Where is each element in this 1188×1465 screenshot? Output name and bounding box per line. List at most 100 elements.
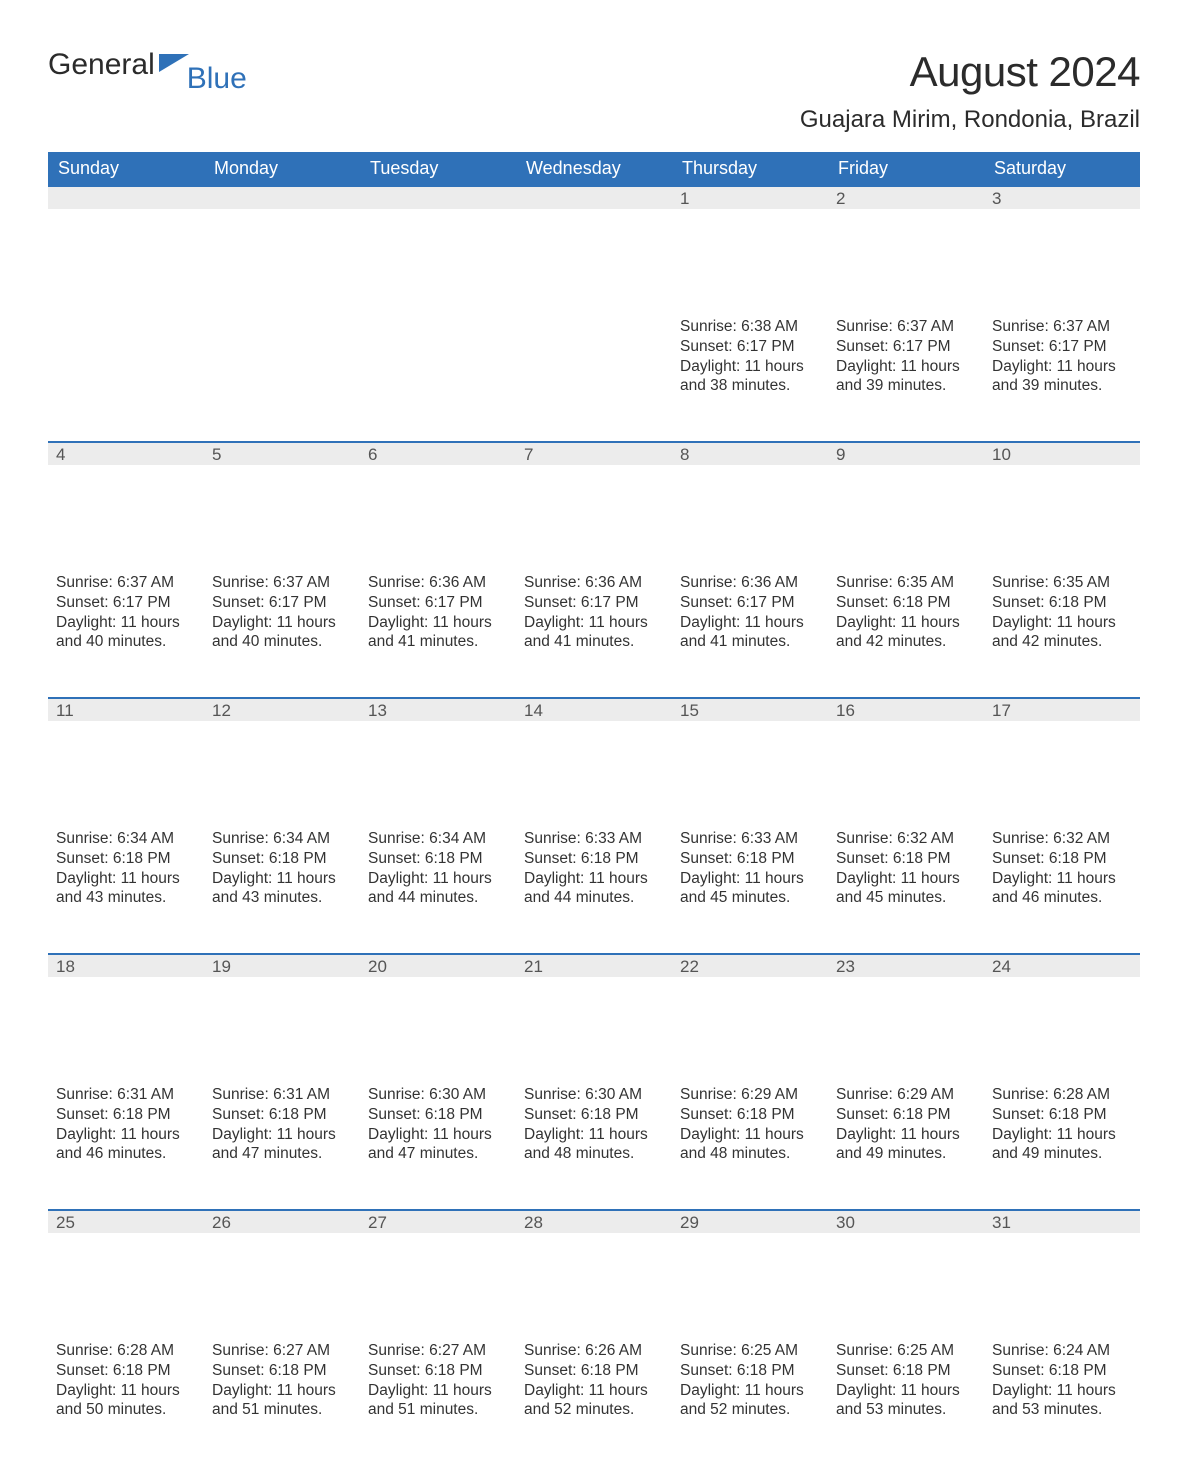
sunset-text: Sunset: 6:18 PM (836, 1361, 976, 1381)
day-cell: Sunrise: 6:34 AMSunset: 6:18 PMDaylight:… (360, 825, 516, 953)
sunrise-text: Sunrise: 6:36 AM (368, 573, 508, 593)
day-info: Sunrise: 6:31 AMSunset: 6:18 PMDaylight:… (204, 1081, 360, 1172)
page-title: August 2024 (800, 48, 1140, 96)
daylight-text: and 51 minutes. (212, 1400, 352, 1420)
day-cell: Sunrise: 6:31 AMSunset: 6:18 PMDaylight:… (48, 1081, 204, 1209)
sunset-text: Sunset: 6:18 PM (524, 849, 664, 869)
weekday-header: Monday (204, 152, 360, 185)
day-info: Sunrise: 6:35 AMSunset: 6:18 PMDaylight:… (984, 569, 1140, 660)
day-cell: Sunrise: 6:30 AMSunset: 6:18 PMDaylight:… (516, 1081, 672, 1209)
day-number: 21 (516, 953, 672, 977)
day-cell: Sunrise: 6:28 AMSunset: 6:18 PMDaylight:… (48, 1337, 204, 1465)
day-number (48, 185, 204, 209)
day-number: 5 (204, 441, 360, 465)
weekday-header: Thursday (672, 152, 828, 185)
day-number: 4 (48, 441, 204, 465)
day-number: 11 (48, 697, 204, 721)
daylight-text: and 40 minutes. (56, 632, 196, 652)
day-cell (360, 313, 516, 441)
day-cell: Sunrise: 6:36 AMSunset: 6:17 PMDaylight:… (516, 569, 672, 697)
day-info: Sunrise: 6:34 AMSunset: 6:18 PMDaylight:… (360, 825, 516, 916)
day-info-row: Sunrise: 6:37 AMSunset: 6:17 PMDaylight:… (48, 569, 1140, 697)
sunset-text: Sunset: 6:17 PM (680, 337, 820, 357)
sunset-text: Sunset: 6:18 PM (212, 1105, 352, 1125)
sunset-text: Sunset: 6:18 PM (524, 1361, 664, 1381)
daylight-text: Daylight: 11 hours (368, 1381, 508, 1401)
sunrise-text: Sunrise: 6:30 AM (524, 1085, 664, 1105)
day-cell: Sunrise: 6:38 AMSunset: 6:17 PMDaylight:… (672, 313, 828, 441)
daylight-text: Daylight: 11 hours (680, 1381, 820, 1401)
daylight-text: Daylight: 11 hours (212, 1381, 352, 1401)
daylight-text: Daylight: 11 hours (524, 869, 664, 889)
sunrise-text: Sunrise: 6:26 AM (524, 1341, 664, 1361)
calendar-body: 123Sunrise: 6:38 AMSunset: 6:17 PMDaylig… (48, 185, 1140, 1465)
day-info-row: Sunrise: 6:28 AMSunset: 6:18 PMDaylight:… (48, 1337, 1140, 1465)
day-number: 27 (360, 1209, 516, 1233)
sunset-text: Sunset: 6:18 PM (680, 1105, 820, 1125)
daylight-text: and 40 minutes. (212, 632, 352, 652)
day-cell: Sunrise: 6:34 AMSunset: 6:18 PMDaylight:… (204, 825, 360, 953)
daylight-text: and 48 minutes. (524, 1144, 664, 1164)
daylight-text: and 39 minutes. (992, 376, 1132, 396)
sunset-text: Sunset: 6:18 PM (212, 1361, 352, 1381)
sunrise-text: Sunrise: 6:33 AM (680, 829, 820, 849)
sunset-text: Sunset: 6:18 PM (992, 849, 1132, 869)
sunrise-text: Sunrise: 6:24 AM (992, 1341, 1132, 1361)
day-number: 31 (984, 1209, 1140, 1233)
weekday-header: Friday (828, 152, 984, 185)
daylight-text: Daylight: 11 hours (836, 869, 976, 889)
daylight-text: and 43 minutes. (212, 888, 352, 908)
weekday-header: Tuesday (360, 152, 516, 185)
brand-part2: Blue (187, 62, 247, 96)
day-info-row: Sunrise: 6:38 AMSunset: 6:17 PMDaylight:… (48, 313, 1140, 441)
day-cell: Sunrise: 6:25 AMSunset: 6:18 PMDaylight:… (828, 1337, 984, 1465)
sunrise-text: Sunrise: 6:29 AM (836, 1085, 976, 1105)
day-cell: Sunrise: 6:35 AMSunset: 6:18 PMDaylight:… (828, 569, 984, 697)
daylight-text: and 51 minutes. (368, 1400, 508, 1420)
day-info: Sunrise: 6:27 AMSunset: 6:18 PMDaylight:… (360, 1337, 516, 1428)
daylight-text: and 39 minutes. (836, 376, 976, 396)
day-cell (516, 313, 672, 441)
day-number: 18 (48, 953, 204, 977)
day-info: Sunrise: 6:30 AMSunset: 6:18 PMDaylight:… (516, 1081, 672, 1172)
day-cell: Sunrise: 6:36 AMSunset: 6:17 PMDaylight:… (672, 569, 828, 697)
daylight-text: Daylight: 11 hours (368, 613, 508, 633)
sunrise-text: Sunrise: 6:29 AM (680, 1085, 820, 1105)
day-number: 25 (48, 1209, 204, 1233)
day-info: Sunrise: 6:32 AMSunset: 6:18 PMDaylight:… (984, 825, 1140, 916)
sunrise-text: Sunrise: 6:37 AM (836, 317, 976, 337)
daylight-text: Daylight: 11 hours (212, 613, 352, 633)
brand-flag-icon (159, 54, 189, 74)
daylight-text: Daylight: 11 hours (368, 869, 508, 889)
day-number: 28 (516, 1209, 672, 1233)
day-info: Sunrise: 6:33 AMSunset: 6:18 PMDaylight:… (516, 825, 672, 916)
day-info: Sunrise: 6:27 AMSunset: 6:18 PMDaylight:… (204, 1337, 360, 1428)
day-cell: Sunrise: 6:26 AMSunset: 6:18 PMDaylight:… (516, 1337, 672, 1465)
sunset-text: Sunset: 6:18 PM (56, 849, 196, 869)
daylight-text: Daylight: 11 hours (992, 1381, 1132, 1401)
day-number: 3 (984, 185, 1140, 209)
sunrise-text: Sunrise: 6:32 AM (836, 829, 976, 849)
day-cell: Sunrise: 6:29 AMSunset: 6:18 PMDaylight:… (672, 1081, 828, 1209)
day-number: 19 (204, 953, 360, 977)
daylight-text: and 52 minutes. (680, 1400, 820, 1420)
sunset-text: Sunset: 6:17 PM (524, 593, 664, 613)
daylight-text: Daylight: 11 hours (992, 1125, 1132, 1145)
day-number: 16 (828, 697, 984, 721)
brand-logo: General Blue (48, 48, 247, 82)
day-info: Sunrise: 6:29 AMSunset: 6:18 PMDaylight:… (672, 1081, 828, 1172)
daylight-text: and 46 minutes. (56, 1144, 196, 1164)
day-number: 24 (984, 953, 1140, 977)
day-cell: Sunrise: 6:32 AMSunset: 6:18 PMDaylight:… (984, 825, 1140, 953)
daylight-text: Daylight: 11 hours (368, 1125, 508, 1145)
sunset-text: Sunset: 6:18 PM (212, 849, 352, 869)
daylight-text: Daylight: 11 hours (992, 869, 1132, 889)
day-info: Sunrise: 6:28 AMSunset: 6:18 PMDaylight:… (984, 1081, 1140, 1172)
sunset-text: Sunset: 6:18 PM (524, 1105, 664, 1125)
daynum-row: 25262728293031 (48, 1209, 1140, 1337)
day-info: Sunrise: 6:32 AMSunset: 6:18 PMDaylight:… (828, 825, 984, 916)
brand-part1: General (48, 48, 155, 82)
daylight-text: and 45 minutes. (680, 888, 820, 908)
day-info: Sunrise: 6:37 AMSunset: 6:17 PMDaylight:… (984, 313, 1140, 404)
day-info: Sunrise: 6:37 AMSunset: 6:17 PMDaylight:… (204, 569, 360, 660)
